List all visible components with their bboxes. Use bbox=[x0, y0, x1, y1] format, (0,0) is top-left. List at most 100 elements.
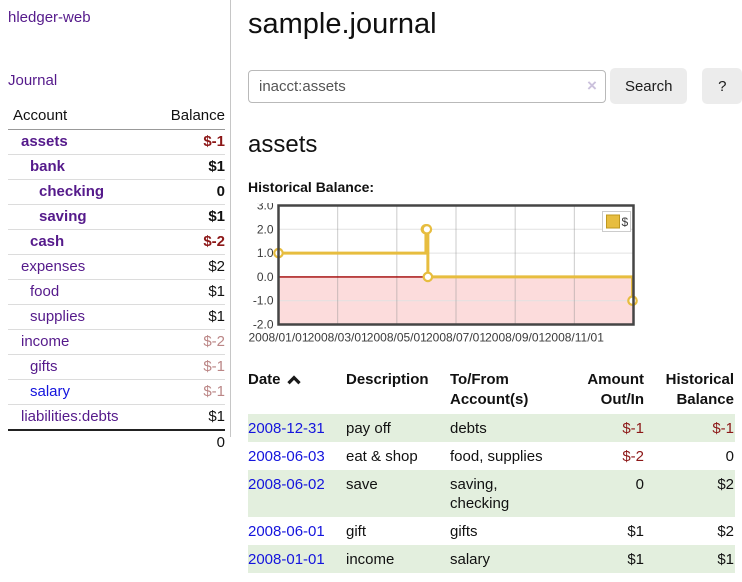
transaction-balance: $-1 bbox=[712, 420, 734, 437]
account-link[interactable]: income bbox=[21, 333, 70, 350]
account-row: salary $-1 bbox=[8, 379, 225, 405]
y-axis-tick: -1.0 bbox=[253, 294, 274, 308]
register-col-amount[interactable]: Amount Out/In bbox=[587, 371, 644, 408]
transaction-amount: $-2 bbox=[622, 448, 644, 465]
sidebar-item-journal[interactable]: Journal bbox=[8, 72, 58, 89]
accounts-table: Account Balance assets $-1 bank $1 checking 0… bbox=[8, 104, 225, 455]
x-axis-tick: 2008/11/01 bbox=[545, 331, 604, 345]
search-form: × Search ? bbox=[248, 68, 742, 104]
accounts-col-balance: Balance bbox=[153, 104, 225, 130]
transaction-date-link[interactable]: 2008-06-03 bbox=[248, 448, 325, 465]
transaction-balance: $2 bbox=[717, 523, 734, 540]
transaction-balance: $2 bbox=[717, 476, 734, 493]
transaction-row[interactable]: 2008-06-02 save saving, checking 0 $2 bbox=[248, 470, 735, 517]
register-col-date[interactable]: Date bbox=[248, 368, 346, 414]
account-row: supplies $1 bbox=[8, 304, 225, 330]
transaction-description: income bbox=[346, 551, 395, 568]
account-row: checking 0 bbox=[8, 179, 225, 205]
account-link[interactable]: liabilities:debts bbox=[21, 408, 119, 425]
account-row: bank $1 bbox=[8, 154, 225, 180]
account-link[interactable]: salary bbox=[30, 383, 71, 400]
transaction-amount: 0 bbox=[635, 476, 644, 493]
sidebar: hledger-web Journal Account Balance asse… bbox=[0, 0, 231, 455]
transaction-date-link[interactable]: 2008-06-01 bbox=[248, 523, 325, 540]
main-content: sample.journal × Search ? assets Histori… bbox=[248, 0, 742, 573]
register-table: Date Description To/From Account(s) Amou… bbox=[248, 368, 735, 573]
accounts-col-account: Account bbox=[8, 104, 154, 130]
account-row: income $-2 bbox=[8, 329, 225, 355]
x-axis-tick: 2008/05/01 bbox=[367, 331, 427, 345]
transaction-accounts: gifts bbox=[450, 523, 478, 540]
account-link[interactable]: assets bbox=[21, 133, 68, 150]
account-balance: $1 bbox=[208, 408, 225, 425]
account-balance: $-2 bbox=[153, 329, 225, 355]
account-balance: 0 bbox=[153, 179, 225, 205]
transaction-row[interactable]: 2008-06-03 eat & shop food, supplies $-2 0 bbox=[248, 442, 735, 470]
transaction-date-link[interactable]: 2008-01-01 bbox=[248, 551, 325, 568]
account-balance: $-2 bbox=[153, 229, 225, 255]
y-axis-tick: 3.0 bbox=[257, 203, 274, 213]
account-link[interactable]: expenses bbox=[21, 258, 86, 275]
account-balance: $1 bbox=[153, 279, 225, 305]
accounts-total-row: 0 bbox=[8, 429, 225, 455]
chart-title: Historical Balance: bbox=[248, 179, 375, 195]
transaction-accounts: saving, checking bbox=[450, 476, 510, 512]
sort-ascending-icon bbox=[286, 375, 301, 385]
transaction-date-link[interactable]: 2008-06-02 bbox=[248, 476, 325, 493]
transaction-accounts: debts bbox=[450, 420, 487, 437]
x-axis-tick: 2008/09/01 bbox=[485, 331, 545, 345]
register-col-balance[interactable]: Historical Balance bbox=[665, 371, 734, 408]
register-col-description[interactable]: Description bbox=[346, 371, 429, 388]
account-link[interactable]: cash bbox=[30, 233, 65, 250]
account-link[interactable]: bank bbox=[30, 158, 66, 175]
data-point bbox=[422, 271, 434, 283]
transaction-description: gift bbox=[346, 523, 367, 540]
account-link[interactable]: gifts bbox=[30, 358, 58, 375]
transaction-description: eat & shop bbox=[346, 448, 418, 465]
account-link[interactable]: food bbox=[30, 283, 60, 300]
account-row: expenses $2 bbox=[8, 254, 225, 280]
transaction-amount: $1 bbox=[627, 551, 644, 568]
transaction-amount: $-1 bbox=[622, 420, 644, 437]
help-button[interactable]: ? bbox=[702, 68, 742, 104]
accounts-total: 0 bbox=[153, 429, 225, 455]
y-axis-tick: 0.0 bbox=[257, 270, 274, 284]
account-row: food $1 bbox=[8, 279, 225, 305]
transaction-row[interactable]: 2008-01-01 income salary $1 $1 bbox=[248, 545, 735, 573]
transaction-accounts: food, supplies bbox=[450, 448, 543, 465]
app-brand-link[interactable]: hledger-web bbox=[8, 9, 91, 26]
transaction-description: pay off bbox=[346, 420, 391, 437]
account-balance: $-1 bbox=[153, 379, 225, 405]
x-axis-tick: 2008/07/01 bbox=[426, 331, 486, 345]
transaction-amount: $1 bbox=[627, 523, 644, 540]
account-link[interactable]: checking bbox=[39, 183, 105, 200]
clear-search-icon[interactable]: × bbox=[587, 75, 597, 95]
transaction-balance: $1 bbox=[717, 551, 734, 568]
transaction-description: save bbox=[346, 476, 378, 493]
account-row: gifts $-1 bbox=[8, 354, 225, 380]
account-balance: $1 bbox=[153, 204, 225, 230]
transaction-row[interactable]: 2008-06-01 gift gifts $1 $2 bbox=[248, 517, 735, 545]
account-link[interactable]: supplies bbox=[30, 308, 86, 325]
account-balance: $-1 bbox=[153, 129, 225, 155]
data-point bbox=[421, 223, 433, 235]
account-balance: $1 bbox=[153, 154, 225, 180]
account-row: liabilities:debts $1 bbox=[8, 405, 225, 431]
y-axis-tick: 2.0 bbox=[257, 222, 274, 236]
search-input[interactable] bbox=[248, 69, 606, 103]
legend-label: $ bbox=[622, 215, 629, 229]
account-balance: $2 bbox=[153, 254, 225, 280]
search-button[interactable]: Search bbox=[609, 68, 688, 104]
account-balance: $-1 bbox=[153, 354, 225, 380]
y-axis-tick: -2.0 bbox=[253, 318, 274, 332]
legend-swatch bbox=[606, 214, 620, 229]
transaction-row[interactable]: 2008-12-31 pay off debts $-1 $-1 bbox=[248, 414, 735, 442]
account-link[interactable]: saving bbox=[39, 208, 87, 225]
transaction-date-link[interactable]: 2008-12-31 bbox=[248, 420, 325, 437]
register-col-accounts[interactable]: To/From Account(s) bbox=[450, 371, 529, 408]
account-row: saving $1 bbox=[8, 204, 225, 230]
account-heading: assets bbox=[248, 131, 318, 158]
page-title: sample.journal bbox=[248, 8, 437, 40]
account-row: cash $-2 bbox=[8, 229, 225, 255]
